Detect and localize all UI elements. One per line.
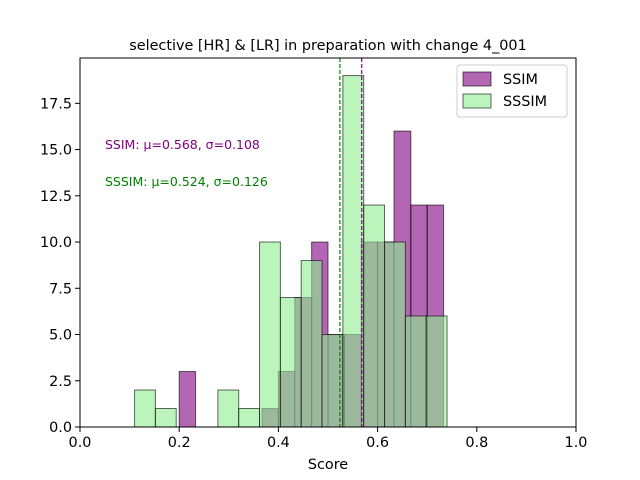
ssim-stats-label: SSIM: μ=0.568, σ=0.108: [105, 137, 260, 152]
plot-area: SSIM: μ=0.568, σ=0.108 SSSIM: μ=0.524, σ=…: [40, 57, 588, 451]
sssim-legend-label: SSSIM: [503, 94, 547, 110]
y-tick-label: 17.5: [40, 96, 72, 112]
sssim-bar: [342, 75, 365, 428]
sssim-bar: [259, 241, 281, 428]
x-axis-label: Score: [308, 457, 348, 473]
x-tick-label: 0.4: [267, 435, 290, 451]
chart-title: selective [HR] & [LR] in preparation wit…: [129, 38, 527, 54]
x-tick-label: 0.6: [366, 435, 389, 451]
sssim-bar: [363, 204, 386, 428]
ssim-bar: [178, 371, 197, 428]
x-tick-label: 1.0: [565, 435, 588, 451]
y-tick-label: 0.0: [49, 420, 72, 436]
sssim-bar: [300, 260, 323, 428]
x-tick-label: 0.2: [168, 435, 191, 451]
y-tick-label: 10.0: [40, 235, 72, 251]
sssim-bar: [238, 408, 261, 428]
sssim-legend-swatch: [462, 93, 492, 109]
sssim-bar: [279, 297, 302, 428]
y-tick-label: 7.5: [49, 281, 72, 297]
y-tick-label: 5.0: [49, 328, 72, 344]
ssim-legend-label: SSIM: [503, 72, 538, 88]
x-tick-label: 0.8: [465, 435, 488, 451]
y-tick-label: 12.5: [40, 189, 72, 205]
sssim-bar: [217, 389, 240, 428]
sssim-stats-label: SSSIM: μ=0.524, σ=0.126: [105, 174, 268, 189]
ssim-legend-swatch: [462, 71, 492, 87]
sssim-bar: [425, 315, 448, 428]
sssim-bar: [134, 389, 156, 428]
y-tick-label: 15.0: [40, 143, 72, 159]
x-tick-label: 0.0: [69, 435, 92, 451]
sssim-bar: [404, 315, 427, 428]
sssim-bar: [154, 408, 177, 428]
sssim-bar: [384, 241, 406, 428]
y-tick-label: 2.5: [49, 374, 72, 390]
